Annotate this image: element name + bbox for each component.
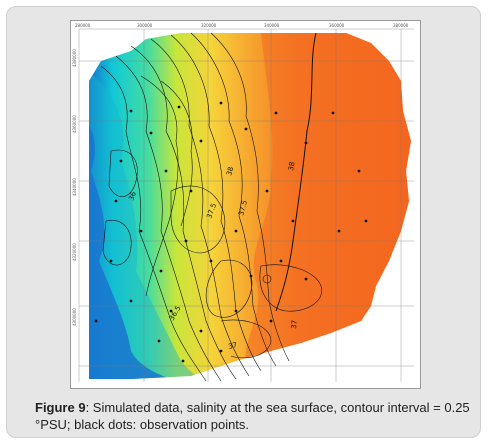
y-tick-labels: 4380000 4360000 4340000 4320000 4300000 bbox=[72, 49, 77, 326]
contour-label: 36 bbox=[127, 190, 138, 202]
contour-label: 37 bbox=[227, 341, 238, 351]
contour-label: 38 bbox=[287, 161, 296, 171]
coordinate-grid bbox=[78, 28, 414, 382]
salinity-map: 38 38 37.5 37.5 37 37 36 36.5 bbox=[72, 23, 414, 382]
contour-label: 37 bbox=[290, 320, 299, 330]
x-tick-label: 300000 bbox=[137, 23, 153, 28]
mid-salinity-zone bbox=[89, 61, 241, 379]
figure-caption: Figure 9: Simulated data, salinity at th… bbox=[35, 399, 475, 433]
low-salinity-zone bbox=[89, 101, 211, 379]
figure-caption-lead: Figure 9 bbox=[35, 400, 86, 415]
y-tick-label: 4380000 bbox=[72, 49, 77, 67]
contour-label: 37.5 bbox=[237, 199, 249, 216]
y-tick-label: 4320000 bbox=[72, 243, 77, 261]
y-tick-label: 4360000 bbox=[72, 115, 77, 133]
observation-points bbox=[94, 101, 368, 363]
figure-card: 38 38 37.5 37.5 37 37 36 36.5 bbox=[6, 6, 481, 438]
salinity-map-figure: 38 38 37.5 37.5 37 37 36 36.5 bbox=[70, 20, 421, 389]
x-tick-labels: 280000 300000 320000 340000 360000 38000… bbox=[75, 23, 409, 28]
x-tick-label: 320000 bbox=[201, 23, 217, 28]
x-tick-label: 340000 bbox=[264, 23, 280, 28]
y-tick-label: 4300000 bbox=[72, 308, 77, 326]
high-salinity-zone bbox=[245, 33, 411, 366]
x-tick-label: 380000 bbox=[393, 23, 409, 28]
contour-label: 38 bbox=[225, 166, 235, 177]
x-tick-label: 280000 bbox=[75, 23, 91, 28]
y-tick-label: 4340000 bbox=[72, 178, 77, 196]
figure-caption-text: : Simulated data, salinity at the sea su… bbox=[35, 400, 470, 432]
x-tick-label: 360000 bbox=[329, 23, 345, 28]
